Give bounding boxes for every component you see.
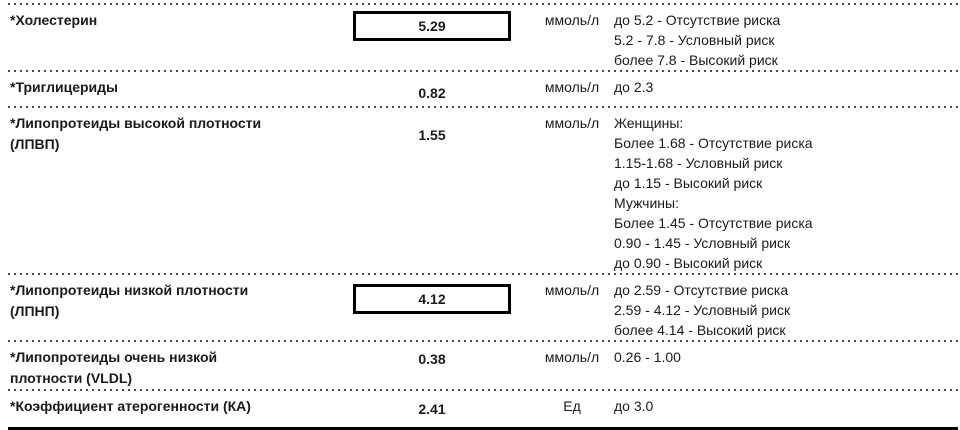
result-cell: 4.12 xyxy=(345,275,530,314)
lab-row: *Коэффициент атерогенности (КА) 2.41 Ед … xyxy=(8,391,958,427)
analyte-name: *Холестерин xyxy=(10,12,98,28)
result-value: 0.82 xyxy=(418,85,446,101)
result-value: 4.12 xyxy=(353,284,511,314)
result-cell: 2.41 xyxy=(345,391,530,417)
lab-row: *Триглицериды 0.82 ммоль/л до 2.3 xyxy=(8,72,958,106)
lab-results-table: *Холестерин 5.29 ммоль/л до 5.2 - Отсутс… xyxy=(8,3,958,430)
unit-label: ммоль/л xyxy=(544,115,600,131)
result-value: 1.55 xyxy=(418,127,446,143)
result-cell: 1.55 xyxy=(345,108,530,143)
analyte-name: *Липопротеиды высокой плотности (ЛПВП) xyxy=(10,115,262,152)
reference-range: до 3.0 xyxy=(614,398,654,414)
unit-label: ммоль/л xyxy=(544,282,600,298)
result-value: 2.41 xyxy=(418,401,446,417)
reference-range: 0.26 - 1.00 xyxy=(614,349,681,365)
analyte-name: *Липопротеиды низкой плотности (ЛПНП) xyxy=(10,282,249,319)
result-cell: 0.38 xyxy=(345,342,530,367)
row-separator xyxy=(8,340,958,342)
row-separator xyxy=(8,3,958,5)
result-cell: 0.82 xyxy=(345,72,530,101)
unit-label: Ед xyxy=(563,398,581,414)
row-separator xyxy=(8,273,958,275)
reference-range: до 2.59 - Отсутствие риска 2.59 - 4.12 -… xyxy=(614,282,791,338)
analyte-name: *Коэффициент атерогенности (КА) xyxy=(10,398,251,414)
reference-range: Женщины: Более 1.68 - Отсутствие риска 1… xyxy=(614,115,813,271)
reference-range: до 2.3 xyxy=(614,79,654,95)
lab-row: *Холестерин 5.29 ммоль/л до 5.2 - Отсутс… xyxy=(8,5,958,70)
result-value: 5.29 xyxy=(353,11,511,41)
lab-row: *Липопротеиды очень низкой плотности (VL… xyxy=(8,342,958,389)
analyte-name: *Триглицериды xyxy=(10,79,119,95)
analyte-name: *Липопротеиды очень низкой плотности (VL… xyxy=(10,349,218,386)
lab-row: *Липопротеиды высокой плотности (ЛПВП) 1… xyxy=(8,108,958,273)
unit-label: ммоль/л xyxy=(544,349,600,365)
row-separator xyxy=(8,389,958,391)
lab-row: *Липопротеиды низкой плотности (ЛПНП) 4.… xyxy=(8,275,958,340)
row-separator xyxy=(8,70,958,72)
result-cell: 5.29 xyxy=(345,5,530,41)
row-separator xyxy=(8,106,958,108)
reference-range: до 5.2 - Отсутствие риска 5.2 - 7.8 - Ус… xyxy=(614,12,781,68)
unit-label: ммоль/л xyxy=(544,12,600,28)
unit-label: ммоль/л xyxy=(544,79,600,95)
result-value: 0.38 xyxy=(418,351,446,367)
